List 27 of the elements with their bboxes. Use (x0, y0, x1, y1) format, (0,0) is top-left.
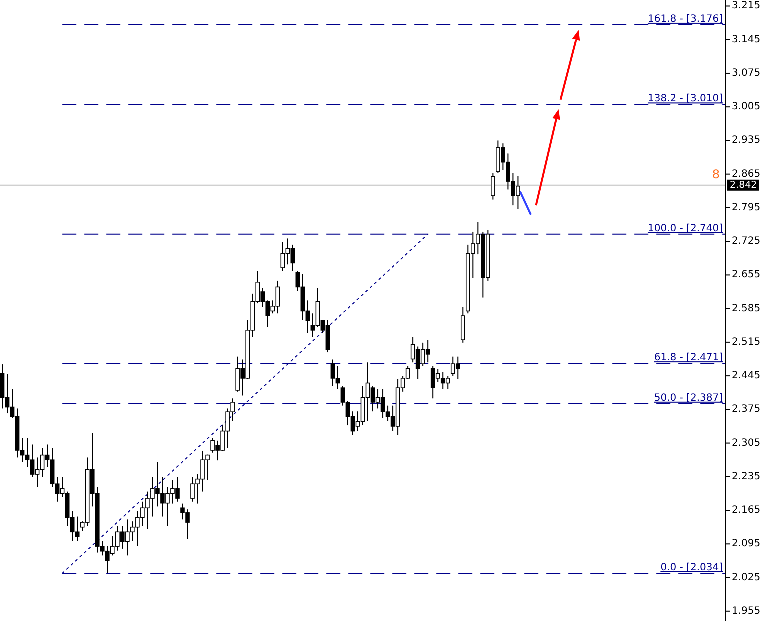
y-tick-label: 2.655 (732, 270, 761, 281)
ref-line-label: 50.0 - [2.387] (654, 392, 724, 404)
y-tick-label: 2.585 (732, 303, 761, 314)
y-tick-label: 3.075 (732, 68, 761, 79)
y-tick-label: 2.935 (732, 135, 761, 146)
y-tick-label: 2.235 (732, 471, 761, 482)
y-tick-label: 2.865 (732, 168, 761, 180)
y-tick-label: 3.145 (732, 34, 761, 46)
y-tick-label: 1.955 (732, 606, 761, 617)
y-tick-label: 2.305 (732, 438, 761, 449)
y-tick-label: 2.795 (732, 202, 761, 214)
y-tick-label: 2.725 (732, 236, 761, 248)
ref-line-label: 2.842 (730, 180, 758, 191)
y-tick-label: 3.215 (732, 0, 761, 12)
y-tick-label: 3.005 (732, 102, 761, 113)
y-tick-label: 2.515 (732, 336, 761, 348)
annotation: 8 (712, 167, 720, 182)
y-tick-label: 2.095 (732, 538, 761, 550)
ref-line-label: 0.0 - [2.034] (660, 562, 724, 574)
ref-line-label: 100.0 - [2.740] (648, 223, 724, 234)
y-tick-label: 2.025 (732, 572, 761, 584)
ref-line-label: 161.8 - [3.176] (648, 14, 724, 25)
ref-line-label: 138.2 - [3.010] (648, 94, 724, 105)
y-tick-label: 2.375 (732, 404, 761, 416)
ref-line-label: 61.8 - [2.471] (654, 352, 724, 364)
y-tick-label: 2.165 (732, 505, 761, 516)
y-tick-label: 2.445 (732, 370, 761, 382)
